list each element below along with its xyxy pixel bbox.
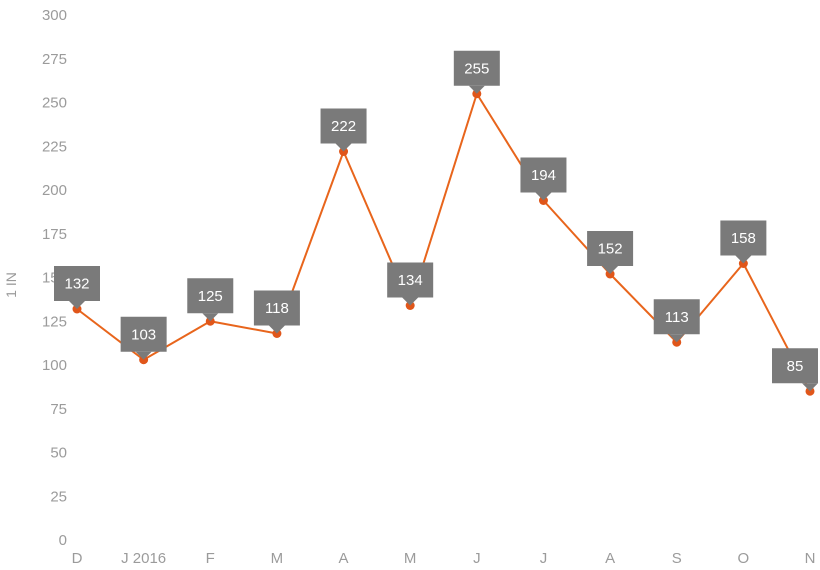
x-tick-label: F	[206, 550, 215, 567]
y-tick-label: 125	[42, 313, 67, 330]
data-label-pointer	[735, 255, 752, 264]
data-label-text: 152	[598, 241, 623, 258]
data-label-box	[253, 290, 300, 326]
data-label-pointer	[202, 313, 219, 322]
data-label: 132	[54, 266, 100, 309]
data-label: 194	[520, 157, 567, 201]
data-label-text: 113	[665, 309, 689, 326]
data-label-pointer	[69, 301, 85, 309]
series-line-group	[76, 92, 811, 392]
data-label: 158	[720, 220, 767, 264]
y-tick-label: 75	[50, 401, 67, 418]
data-label-box	[520, 157, 567, 193]
x-tick-label: J	[540, 550, 548, 567]
data-label-box	[653, 299, 700, 335]
y-tick-label: 200	[42, 182, 67, 199]
data-labels: 132 103 125 118 222 134 255 194 152 113 158 85	[54, 50, 818, 392]
x-tick-label: A	[339, 550, 349, 567]
data-label-box	[720, 220, 767, 256]
data-label-text: 222	[331, 118, 356, 135]
data-label-text: 118	[265, 300, 289, 317]
data-label-text: 85	[787, 358, 804, 375]
x-tick-label: M	[404, 550, 417, 567]
data-label-box	[453, 50, 500, 86]
data-label: 255	[453, 50, 500, 94]
data-label-pointer	[135, 351, 152, 360]
x-tick-label: M	[271, 550, 284, 567]
x-tick-label: J 2016	[121, 550, 166, 567]
data-label: 103	[120, 316, 167, 360]
data-label-pointer	[268, 325, 285, 334]
x-tick-label: A	[605, 550, 615, 567]
data-label: 118	[253, 290, 300, 334]
data-label-pointer	[802, 383, 818, 392]
x-tick-label: D	[72, 550, 83, 567]
data-label-text: 132	[64, 276, 89, 293]
x-tick-label: N	[805, 550, 816, 567]
y-tick-label: 50	[50, 445, 67, 462]
data-points	[72, 89, 815, 396]
y-tick-label: 25	[50, 488, 67, 505]
y-tick-label: 225	[42, 138, 67, 155]
x-tick-label: S	[672, 550, 682, 567]
data-label: 134	[387, 262, 434, 306]
data-label-pointer	[402, 297, 419, 306]
data-label: 85	[772, 348, 818, 392]
data-label-text: 125	[198, 288, 223, 305]
data-label: 113	[653, 299, 700, 343]
data-label-box	[772, 348, 818, 384]
data-label-text: 194	[531, 167, 556, 184]
data-label-text: 255	[464, 60, 489, 77]
data-label-text: 158	[731, 230, 756, 247]
data-label-pointer	[535, 192, 552, 201]
y-axis-title: 1 IN	[3, 272, 19, 298]
data-label-box	[120, 316, 167, 352]
data-label: 222	[320, 108, 367, 152]
data-label-box	[320, 108, 367, 144]
y-tick-label: 250	[42, 95, 67, 112]
data-label-text: 134	[398, 272, 423, 289]
data-label-pointer	[668, 334, 685, 343]
data-label-text: 103	[131, 326, 156, 343]
data-label-pointer	[468, 85, 485, 94]
y-tick-label: 275	[42, 51, 67, 68]
y-tick-label: 100	[42, 357, 67, 374]
y-tick-label: 300	[42, 7, 67, 24]
data-label-pointer	[335, 143, 352, 152]
data-label-pointer	[602, 266, 619, 274]
data-label-box	[54, 266, 100, 301]
data-label-box	[587, 231, 634, 266]
data-label-box	[187, 278, 234, 314]
data-label: 152	[587, 231, 634, 274]
data-label-box	[387, 262, 434, 298]
data-label: 125	[187, 278, 234, 322]
y-tick-label: 0	[59, 532, 67, 549]
x-axis: D J 2016 F M A M J J A S O N	[72, 550, 816, 567]
series-line	[76, 92, 811, 392]
y-tick-label: 175	[42, 226, 67, 243]
x-tick-label: O	[738, 550, 750, 567]
x-tick-label: J	[473, 550, 481, 567]
